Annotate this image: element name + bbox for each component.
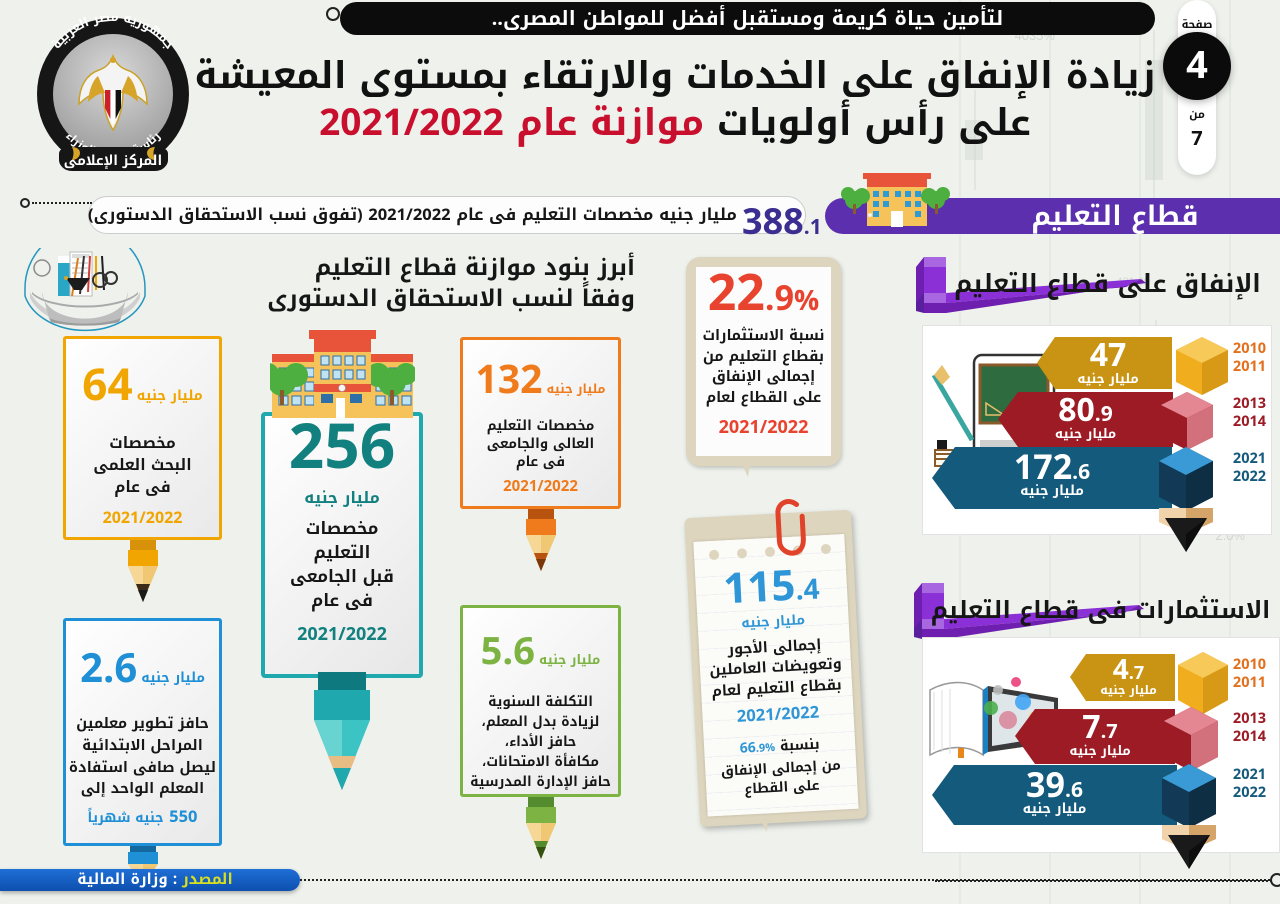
- svg-text:المركز الإعلامى: المركز الإعلامى: [64, 149, 162, 174]
